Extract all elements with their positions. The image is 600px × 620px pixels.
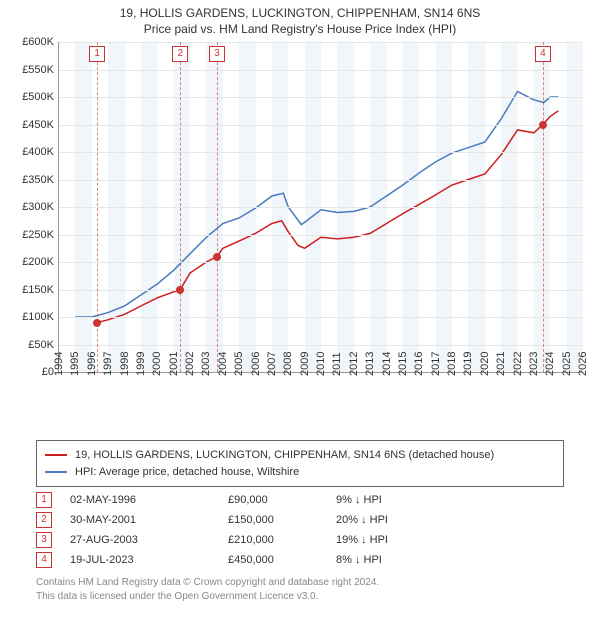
event-price: £210,000: [228, 534, 318, 546]
series-property: [97, 111, 558, 323]
gridline: [59, 235, 583, 236]
gridline: [59, 262, 583, 263]
event-row: 4 19-JUL-2023 £450,000 8% ↓ HPI: [36, 550, 564, 570]
event-diff: 20% ↓ HPI: [336, 514, 476, 526]
title-line-1: 19, HOLLIS GARDENS, LUCKINGTON, CHIPPENH…: [0, 6, 600, 20]
chart-title: 19, HOLLIS GARDENS, LUCKINGTON, CHIPPENH…: [0, 0, 600, 36]
y-axis-label: £450K: [0, 119, 54, 131]
y-axis-label: £500K: [0, 91, 54, 103]
legend: 19, HOLLIS GARDENS, LUCKINGTON, CHIPPENH…: [36, 440, 564, 487]
event-row: 1 02-MAY-1996 £90,000 9% ↓ HPI: [36, 490, 564, 510]
event-price: £150,000: [228, 514, 318, 526]
gridline: [59, 70, 583, 71]
event-row: 3 27-AUG-2003 £210,000 19% ↓ HPI: [36, 530, 564, 550]
event-date: 19-JUL-2023: [70, 554, 210, 566]
legend-row: 19, HOLLIS GARDENS, LUCKINGTON, CHIPPENH…: [45, 447, 555, 464]
event-marker-dot: [539, 121, 547, 129]
event-marker-box: 4: [535, 46, 551, 62]
chart: 1234 £0£50K£100K£150K£200K£250K£300K£350…: [8, 42, 590, 402]
event-diff: 19% ↓ HPI: [336, 534, 476, 546]
footer-line-2: This data is licensed under the Open Gov…: [36, 590, 379, 604]
y-axis-label: £250K: [0, 229, 54, 241]
event-diff: 9% ↓ HPI: [336, 494, 476, 506]
gridline: [59, 97, 583, 98]
legend-swatch: [45, 471, 67, 473]
gridline: [59, 42, 583, 43]
y-axis-label: £0: [0, 366, 54, 378]
event-marker-line: [180, 42, 181, 372]
y-axis-label: £550K: [0, 64, 54, 76]
event-price: £90,000: [228, 494, 318, 506]
y-axis-label: £350K: [0, 174, 54, 186]
event-date: 02-MAY-1996: [70, 494, 210, 506]
title-line-2: Price paid vs. HM Land Registry's House …: [0, 22, 600, 36]
legend-label: 19, HOLLIS GARDENS, LUCKINGTON, CHIPPENH…: [75, 447, 494, 464]
legend-row: HPI: Average price, detached house, Wilt…: [45, 464, 555, 481]
event-marker-line: [217, 42, 218, 372]
gridline: [59, 317, 583, 318]
event-diff: 8% ↓ HPI: [336, 554, 476, 566]
x-axis-label: 2026: [577, 352, 600, 376]
legend-swatch: [45, 454, 67, 456]
y-axis-label: £50K: [0, 339, 54, 351]
event-number-box: 3: [36, 532, 52, 548]
gridline: [59, 180, 583, 181]
event-marker-box: 1: [89, 46, 105, 62]
events-table: 1 02-MAY-1996 £90,000 9% ↓ HPI 2 30-MAY-2001 £…: [36, 490, 564, 570]
y-axis-label: £200K: [0, 256, 54, 268]
gridline: [59, 345, 583, 346]
event-marker-box: 2: [172, 46, 188, 62]
legend-label: HPI: Average price, detached house, Wilt…: [75, 464, 299, 481]
gridline: [59, 152, 583, 153]
y-axis-label: £100K: [0, 311, 54, 323]
event-marker-dot: [176, 286, 184, 294]
event-number-box: 1: [36, 492, 52, 508]
footer-attribution: Contains HM Land Registry data © Crown c…: [36, 576, 379, 604]
gridline: [59, 290, 583, 291]
y-axis-label: £300K: [0, 201, 54, 213]
event-number-box: 4: [36, 552, 52, 568]
event-marker-line: [543, 42, 544, 372]
footer-line-1: Contains HM Land Registry data © Crown c…: [36, 576, 379, 590]
y-axis-label: £150K: [0, 284, 54, 296]
y-axis-label: £600K: [0, 36, 54, 48]
event-date: 27-AUG-2003: [70, 534, 210, 546]
event-row: 2 30-MAY-2001 £150,000 20% ↓ HPI: [36, 510, 564, 530]
plot-area: 1 2 3 4: [58, 42, 583, 373]
event-marker-box: 3: [209, 46, 225, 62]
event-marker-dot: [93, 319, 101, 327]
event-marker-dot: [213, 253, 221, 261]
event-price: £450,000: [228, 554, 318, 566]
y-axis-label: £400K: [0, 146, 54, 158]
event-date: 30-MAY-2001: [70, 514, 210, 526]
event-number-box: 2: [36, 512, 52, 528]
gridline: [59, 125, 583, 126]
gridline: [59, 207, 583, 208]
